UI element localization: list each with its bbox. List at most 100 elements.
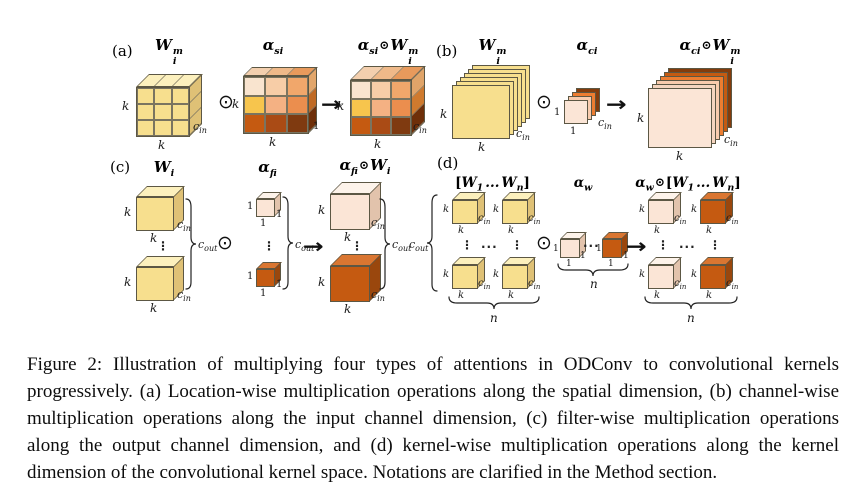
math-sub: si [274, 46, 284, 57]
dim-c-sub: in [483, 283, 491, 291]
dim-c-sub: in [731, 218, 739, 226]
dim-k-label: k [269, 135, 277, 149]
dim-k-label: k [493, 269, 500, 280]
dim-k-label: k [124, 275, 132, 289]
panel-d-kernel-cube [502, 192, 536, 224]
dim-one-label: 1 [553, 244, 559, 254]
cube-front-face [602, 239, 622, 258]
dim-cin-label: cin [598, 117, 612, 131]
attention-grid-top-face [243, 67, 318, 76]
dim-c-sub: in [183, 224, 191, 234]
math-alpha: α [357, 36, 370, 54]
math-sub: n [727, 182, 735, 194]
horizontal-ellipsis: ··· [679, 240, 696, 254]
dim-cin-label: cin [478, 214, 490, 226]
dim-cin-label: cin [726, 279, 738, 291]
output-channels-brace [426, 194, 438, 292]
dim-k-label: k [443, 204, 450, 215]
panel-d-attention-cube-n [602, 232, 629, 258]
panel-b-attention-title: αci [552, 37, 622, 57]
face-cell [154, 120, 172, 136]
dim-c: c [598, 116, 605, 129]
face-cell [371, 117, 391, 135]
dim-one-label: 1 [608, 259, 614, 269]
dim-c: c [177, 218, 184, 231]
dim-k-label: k [676, 149, 684, 163]
dim-cout-label: cout [198, 239, 217, 253]
odot-operator-icon: ⊙ [536, 91, 552, 113]
dim-c: c [724, 133, 731, 146]
math-sub: fi [351, 166, 358, 177]
dim-k-label: k [344, 230, 352, 244]
math-bracket: ] [523, 175, 530, 191]
dim-one-label: 1 [247, 201, 254, 212]
dim-one-label: 1 [570, 126, 577, 137]
math-sup: m [496, 46, 507, 57]
math-w: W [390, 36, 408, 54]
panel-c-weight-title: Wi [134, 159, 194, 179]
cube-front-face [648, 265, 674, 289]
panel-c-result-title: αfi⊙Wi [315, 157, 415, 177]
vertical-ellipsis: ⋮ [709, 238, 721, 252]
face-cell [154, 104, 172, 120]
dim-k-label: k [493, 204, 500, 215]
dim-cin-label: cin [516, 128, 530, 142]
face-cell [371, 99, 391, 117]
dim-c: c [198, 238, 205, 251]
face-cell [154, 88, 172, 104]
dim-c: c [177, 288, 184, 301]
face-cell [391, 81, 411, 99]
dim-n-label: n [490, 311, 498, 325]
dim-c-sub: out [415, 244, 429, 254]
dim-cin-label: cin [528, 214, 540, 226]
dim-cin-label: cin [371, 289, 385, 303]
dim-k-label: k [344, 302, 352, 316]
dim-cout-label: cout [295, 239, 314, 253]
attention-grid-front-face [243, 76, 309, 134]
panel-c-kernel-cube-2 [136, 256, 185, 301]
cube-front-face [700, 265, 726, 289]
face-cell [265, 77, 287, 96]
math-w: W [155, 36, 172, 54]
cube-front-face [136, 267, 174, 301]
math-sub: fi [269, 168, 277, 179]
dim-one-label: 1 [260, 218, 267, 229]
math-sub: i [172, 55, 177, 67]
dim-c: c [409, 238, 416, 251]
face-cell [265, 95, 287, 115]
math-alpha: α [576, 36, 589, 54]
dim-c: c [516, 127, 523, 140]
dim-c-sub: in [419, 126, 427, 136]
odot-operator-icon: ⊙ [536, 232, 552, 254]
face-cell [137, 104, 155, 120]
dim-c: c [528, 278, 534, 289]
face-cell [351, 117, 371, 135]
face-cell [171, 104, 189, 120]
horizontal-ellipsis: ··· [481, 240, 498, 254]
math-w: W [461, 175, 477, 191]
dim-c-sub: in [679, 283, 687, 291]
dim-k-label: k [691, 204, 698, 215]
figure-caption: Figure 2: Illustration of multiplying fo… [27, 354, 839, 483]
panel-a-attention-title: αsi [238, 37, 308, 57]
dim-c-sub: in [730, 139, 738, 149]
dim-c-sub: in [533, 218, 541, 226]
dim-c: c [478, 278, 484, 289]
dim-cin-label: cin [674, 279, 686, 291]
face-cell [391, 99, 411, 117]
dim-cin-label: cin [724, 134, 738, 148]
dim-cout-label: cout [392, 239, 411, 253]
dim-c-sub: in [533, 283, 541, 291]
face-cell [137, 120, 155, 136]
math-sub: n [516, 182, 524, 194]
odot-operator-icon: ⊙ [379, 38, 390, 52]
dim-c-sub: in [522, 133, 530, 143]
face-cell [286, 114, 308, 133]
cube-front-face [502, 200, 528, 224]
dim-k-label: k [654, 225, 661, 236]
dim-c: c [193, 120, 200, 133]
dim-cin-label: cin [478, 279, 490, 291]
dim-one-label: 1 [580, 251, 586, 261]
dim-k-label: k [691, 269, 698, 280]
